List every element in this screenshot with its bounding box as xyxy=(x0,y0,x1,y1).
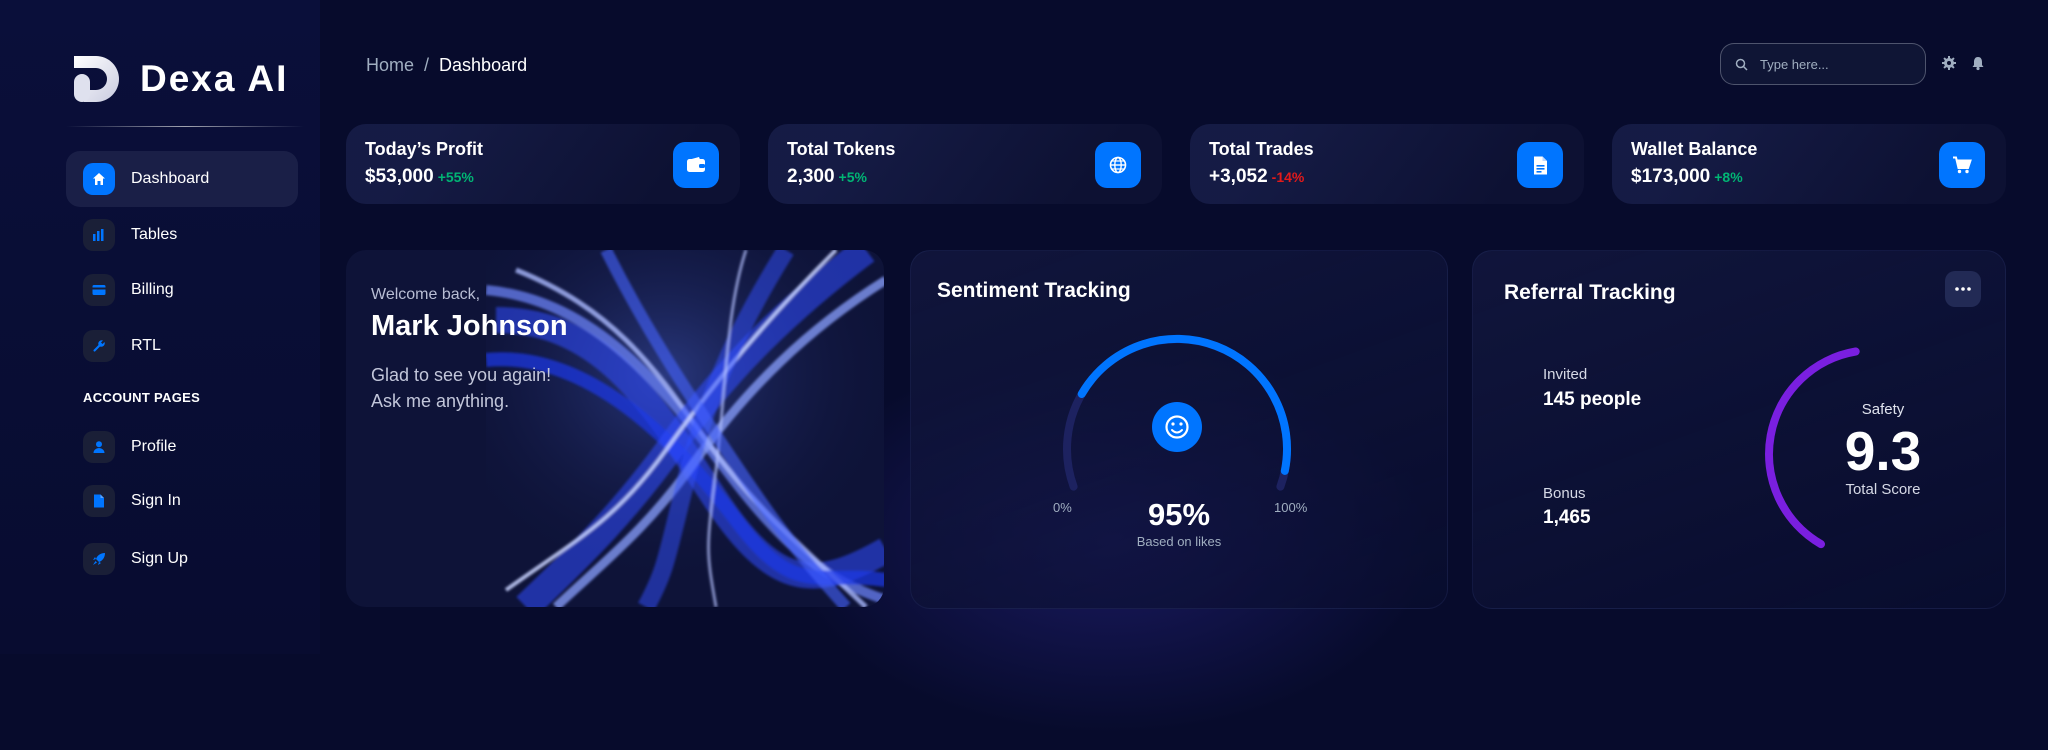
stat-amount: $173,000 xyxy=(1631,166,1711,187)
stat-change: +8% xyxy=(1714,169,1743,185)
credit-card-icon xyxy=(83,274,115,306)
stat-card-wallet: Wallet Balance $173,000 +8% xyxy=(1612,124,2006,204)
breadcrumb-separator: / xyxy=(424,55,430,75)
stat-title: Today’s Profit xyxy=(365,139,484,159)
gauge-max-label: 100% xyxy=(1274,500,1308,515)
welcome-card: Welcome back, Mark Johnson Glad to see y… xyxy=(346,250,884,607)
breadcrumb: Home / Dashboard xyxy=(366,55,527,76)
sidebar-item-label: Tables xyxy=(131,226,178,243)
safety-gauge xyxy=(1765,347,1860,549)
user-name: Mark Johnson xyxy=(371,310,568,342)
sidebar-item-label: Billing xyxy=(131,281,174,298)
sentiment-gauge xyxy=(1063,334,1291,491)
sidebar-item-profile[interactable]: Profile xyxy=(66,419,298,475)
welcome-greeting: Welcome back, xyxy=(371,286,481,303)
home-icon xyxy=(83,163,115,195)
card-title: Referral Tracking xyxy=(1504,281,1676,304)
abstract-art-image xyxy=(486,250,884,607)
welcome-line-2: Ask me anything. xyxy=(371,391,510,411)
safety-score: 9.3 xyxy=(1844,420,1922,482)
stat-card-profit: Today’s Profit $53,000 +55% xyxy=(346,124,740,204)
wallet-icon xyxy=(673,142,719,188)
stat-change: -14% xyxy=(1271,169,1305,185)
more-dots-icon xyxy=(1955,287,1971,291)
stat-title: Wallet Balance xyxy=(1631,139,1758,159)
gauge-min-label: 0% xyxy=(1053,500,1072,515)
sidebar-divider xyxy=(66,126,304,127)
breadcrumb-current: Dashboard xyxy=(439,55,528,75)
stat-value: $53,000 +55% xyxy=(365,166,474,188)
welcome-line-1: Glad to see you again! xyxy=(371,365,552,385)
stat-value: 2,300 +5% xyxy=(787,166,867,188)
safety-subtitle: Total Score xyxy=(1845,481,1921,498)
search-box[interactable] xyxy=(1720,43,1926,85)
sentiment-subtitle: Based on likes xyxy=(1136,534,1222,549)
person-icon xyxy=(83,431,115,463)
invited-value: 145 people xyxy=(1543,389,1642,410)
safety-gauge-fill xyxy=(1765,347,1860,549)
breadcrumb-home-link[interactable]: Home xyxy=(366,55,415,75)
stat-amount: $53,000 xyxy=(365,166,434,187)
gauge-fill xyxy=(1077,334,1291,475)
rocket-icon xyxy=(83,543,115,575)
sidebar-item-label: Dashboard xyxy=(131,170,210,187)
section-label-account-pages: ACCOUNT PAGES xyxy=(83,390,201,405)
card-title: Sentiment Tracking xyxy=(937,279,1131,302)
sidebar: Dexa AI Dashboard Tables Billing RTL ACC… xyxy=(0,0,320,654)
smile-icon-bg xyxy=(1152,402,1202,452)
brand-logo[interactable]: Dexa AI xyxy=(70,52,288,106)
stat-title: Total Tokens xyxy=(787,139,896,159)
logo-mark-icon xyxy=(74,56,119,102)
stat-amount: 2,300 xyxy=(787,166,835,187)
sidebar-item-label: Sign In xyxy=(131,492,181,509)
bonus-value: 1,465 xyxy=(1543,507,1591,528)
wrench-icon xyxy=(83,330,115,362)
invited-label: Invited xyxy=(1543,366,1588,383)
safety-label: Safety xyxy=(1861,401,1905,418)
sidebar-item-sign-in[interactable]: Sign In xyxy=(66,473,298,529)
file-icon xyxy=(1517,142,1563,188)
more-options-button[interactable] xyxy=(1945,271,1981,307)
welcome-message: Glad to see you again! Ask me anything. xyxy=(371,362,551,414)
sidebar-item-label: Profile xyxy=(131,438,177,455)
search-input[interactable] xyxy=(1758,55,1912,73)
stat-amount: +3,052 xyxy=(1209,166,1268,187)
sidebar-item-billing[interactable]: Billing xyxy=(66,262,298,318)
referral-card: Referral Tracking Invited 145 people Bon… xyxy=(1472,250,2006,609)
bar-chart-icon xyxy=(83,219,115,251)
stat-value: +3,052 -14% xyxy=(1209,166,1304,188)
sidebar-item-label: Sign Up xyxy=(131,550,188,567)
sidebar-item-dashboard[interactable]: Dashboard xyxy=(66,151,298,207)
stat-value: $173,000 +8% xyxy=(1631,166,1743,188)
stat-card-tokens: Total Tokens 2,300 +5% xyxy=(768,124,1162,204)
gear-icon[interactable] xyxy=(1941,55,1957,71)
sidebar-item-sign-up[interactable]: Sign Up xyxy=(66,531,298,587)
stat-card-trades: Total Trades +3,052 -14% xyxy=(1190,124,1584,204)
sentiment-percent: 95% xyxy=(1147,497,1211,532)
stat-title: Total Trades xyxy=(1209,139,1314,159)
smile-icon xyxy=(1165,415,1189,439)
bell-icon[interactable] xyxy=(1970,55,1986,71)
sentiment-card: Sentiment Tracking 0% 100% 95% Based on … xyxy=(910,250,1448,609)
cart-icon xyxy=(1939,142,1985,188)
sidebar-item-rtl[interactable]: RTL xyxy=(66,318,298,374)
document-icon xyxy=(83,485,115,517)
globe-icon xyxy=(1095,142,1141,188)
stat-change: +55% xyxy=(437,169,474,185)
brand-name: Dexa AI xyxy=(140,58,289,99)
bonus-label: Bonus xyxy=(1543,485,1586,502)
stat-change: +5% xyxy=(838,169,867,185)
sidebar-item-label: RTL xyxy=(131,337,161,354)
sidebar-item-tables[interactable]: Tables xyxy=(66,207,298,263)
search-icon xyxy=(1735,58,1748,71)
